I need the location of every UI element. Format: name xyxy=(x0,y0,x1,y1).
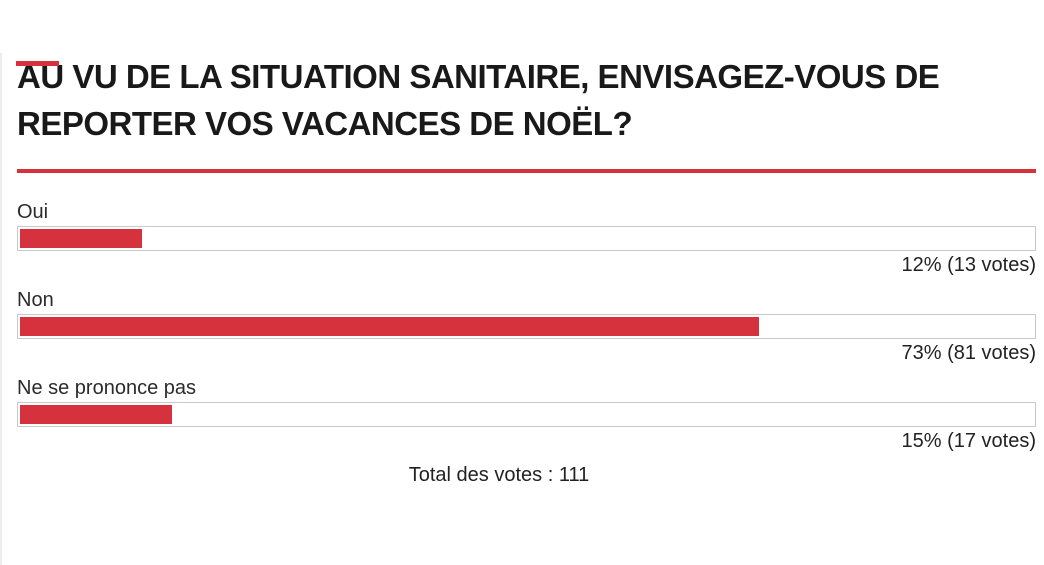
poll-option-row: Ne se prononce pas 15% (17 votes) xyxy=(17,377,1036,452)
option-result: 73% (81 votes) xyxy=(901,342,1036,364)
poll-question: AU VU DE LA SITUATION SANITAIRE, ENVISAG… xyxy=(17,53,1036,147)
poll-option-row: Non 73% (81 votes) xyxy=(17,289,1036,364)
title-divider xyxy=(17,169,1036,173)
option-result: 15% (17 votes) xyxy=(901,430,1036,452)
vote-bar-fill xyxy=(20,317,760,336)
option-label: Ne se prononce pas xyxy=(17,377,197,399)
vote-bar-track xyxy=(17,226,1036,251)
poll-question-line2: REPORTER VOS VACANCES DE NOËL? xyxy=(17,105,633,142)
vote-bar-track xyxy=(17,402,1036,427)
vote-bar-fill xyxy=(20,229,142,248)
vote-bar-fill xyxy=(20,405,172,424)
poll-options: Oui 12% (13 votes) Non 73% (81 votes) Ne… xyxy=(17,201,1036,452)
option-label: Oui xyxy=(17,201,49,223)
vote-bar-track xyxy=(17,314,1036,339)
poll-content: AU VU DE LA SITUATION SANITAIRE, ENVISAG… xyxy=(2,53,1044,486)
accent-dash xyxy=(16,61,59,66)
option-label: Non xyxy=(17,289,54,311)
option-result: 12% (13 votes) xyxy=(901,254,1036,276)
poll-option-row: Oui 12% (13 votes) xyxy=(17,201,1036,276)
poll-widget: AU VU DE LA SITUATION SANITAIRE, ENVISAG… xyxy=(0,53,1044,565)
poll-question-line1: AU VU DE LA SITUATION SANITAIRE, ENVISAG… xyxy=(17,58,940,95)
total-votes: Total des votes : 111 xyxy=(408,464,590,486)
